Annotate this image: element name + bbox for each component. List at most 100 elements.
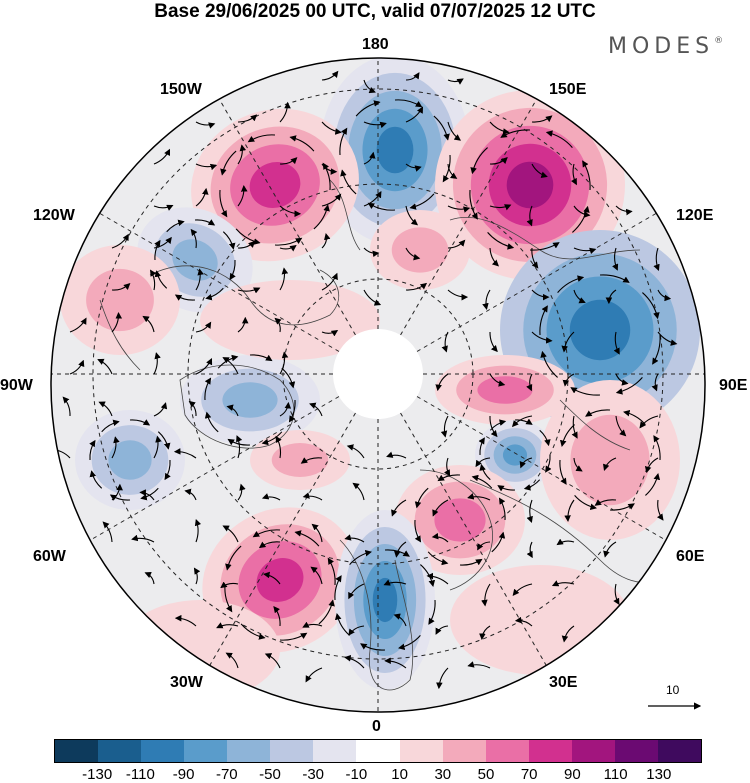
wind-vector: [531, 289, 550, 301]
wind-vector: [222, 357, 239, 375]
wind-vector: [281, 367, 296, 389]
wind-vector: [274, 237, 303, 246]
wind-vector: [657, 289, 672, 302]
wind-vector: [131, 534, 155, 543]
wind-vector: [497, 485, 516, 492]
wind-vector: [263, 571, 281, 585]
wind-vector: [599, 274, 630, 283]
wind-vector: [237, 240, 256, 249]
wind-vector: [603, 541, 617, 558]
map-title: Base 29/06/2025 00 UTC, valid 07/07/2025…: [154, 1, 596, 22]
wind-vector: [129, 419, 151, 426]
wind-vector: [447, 121, 461, 141]
wind-vector: [352, 482, 365, 501]
meridian-line: [416, 396, 673, 545]
wind-vector: [111, 283, 131, 291]
wind-vector: [551, 580, 575, 587]
wind-vector: [69, 359, 85, 375]
wind-vector: [300, 457, 323, 464]
wind-vector: [89, 470, 103, 489]
wind-vector: [310, 566, 323, 585]
colorbar-swatch: [98, 740, 142, 762]
wind-vector: [302, 621, 323, 628]
wind-vector: [311, 523, 323, 543]
anomaly-contour: [450, 565, 630, 675]
wind-vector: [140, 487, 159, 501]
coastline: [149, 265, 339, 326]
wind-vector: [279, 267, 289, 291]
wind-vector: [346, 444, 365, 459]
wind-vector: [321, 329, 339, 337]
wind-vector: [174, 294, 196, 301]
wind-vector: [644, 457, 659, 474]
wind-vector: [657, 331, 678, 346]
wind-vector: [470, 147, 488, 175]
wind-vector: [573, 205, 591, 218]
wind-vector: [321, 233, 331, 249]
wind-vector: [195, 121, 216, 129]
wind-vector: [615, 205, 633, 216]
wind-vector: [615, 415, 627, 437]
wind-vector: [237, 185, 248, 207]
wind-vector: [153, 148, 171, 165]
wind-vector: [318, 599, 335, 625]
wind-vector: [394, 541, 407, 558]
wind-vector: [393, 613, 407, 627]
wind-vector: [321, 121, 342, 135]
wind-vector: [62, 396, 71, 417]
wind-vector: [237, 483, 246, 501]
wind-vector: [479, 625, 491, 641]
wind-vector: [481, 583, 491, 607]
wind-vector: [204, 377, 212, 401]
colorbar-swatch: [442, 740, 486, 762]
wind-vector: [489, 331, 498, 353]
wind-vector: [612, 247, 619, 271]
wind-vector: [157, 431, 171, 450]
wind-vector: [153, 204, 174, 211]
wind-vector: [489, 247, 500, 267]
wind-vector: [237, 144, 247, 165]
colorbar-tick-label: 30: [434, 766, 452, 783]
wind-vector: [305, 667, 323, 683]
wind-vector: [247, 134, 276, 143]
coastline: [559, 399, 631, 451]
wind-vector: [433, 115, 450, 141]
wind-vector: [447, 289, 469, 301]
wind-vector: [405, 247, 421, 261]
meridian-line: [83, 396, 340, 545]
wind-vector: [360, 643, 386, 651]
label-120e: 120E: [676, 207, 714, 224]
wind-vector: [101, 419, 120, 433]
wind-vector: [195, 358, 213, 375]
wind-vector: [489, 415, 498, 438]
wind-vector: [363, 289, 382, 306]
meridian-line: [400, 412, 549, 669]
wind-vector: [478, 437, 485, 456]
wind-vector: [225, 652, 239, 669]
wind-vector: [570, 163, 577, 186]
wind-vector: [164, 459, 171, 481]
wind-vector: [279, 101, 291, 123]
wind-vector: [279, 244, 297, 252]
wind-vector: [288, 399, 296, 423]
label-60e: 60E: [676, 548, 705, 565]
wind-vector: [514, 616, 533, 627]
wind-vector: [642, 292, 660, 320]
wind-vector: [220, 581, 239, 589]
wind-vector: [570, 387, 601, 396]
wind-vector: [279, 351, 289, 375]
colorbar-swatch: [571, 740, 615, 762]
anomaly-contour: [172, 239, 218, 281]
wind-vector: [195, 268, 204, 291]
wind-vector: [154, 270, 168, 289]
wind-vector: [274, 317, 282, 333]
wind-vector: [174, 614, 197, 627]
wind-vector: [321, 193, 342, 207]
wind-vector: [405, 282, 428, 291]
colorbar-tick-label: -50: [259, 766, 281, 783]
wind-vector: [561, 625, 575, 643]
anomaly-contour: [477, 376, 533, 404]
colorbar-swatch: [227, 740, 271, 762]
wind-vector: [487, 232, 515, 250]
wind-vector: [384, 657, 407, 669]
